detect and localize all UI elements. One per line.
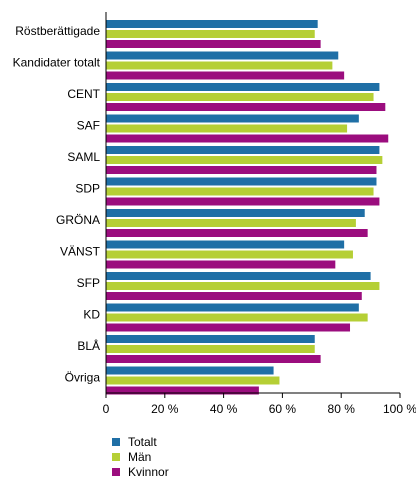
- bar-totalt-7: [106, 240, 345, 249]
- category-label: SAF: [77, 118, 100, 132]
- bar-män-2: [106, 93, 374, 101]
- bar-kvinnor-10: [106, 355, 321, 363]
- bar-kvinnor-0: [106, 40, 321, 48]
- bar-män-10: [106, 345, 315, 353]
- x-tick-label: 100 %: [383, 402, 416, 416]
- x-tick-label: 80 %: [328, 402, 356, 416]
- category-label: SAML: [67, 150, 100, 164]
- x-axis-ticks: 0 20 % 40 % 60 % 80 % 100 %: [103, 393, 416, 416]
- x-tick-label: 0: [103, 402, 110, 416]
- bar-kvinnor-2: [106, 103, 386, 111]
- category-label: Övriga: [65, 370, 101, 384]
- bar-män-1: [106, 61, 333, 70]
- category-labels: Röstberättigade Kandidater totalt CENT SAF S…: [13, 24, 101, 385]
- category-label: CENT: [67, 87, 100, 101]
- bar-totalt-9: [106, 303, 359, 312]
- bar-totalt-4: [106, 146, 380, 154]
- category-label: VÄNST: [60, 244, 101, 258]
- bar-män-3: [106, 124, 348, 133]
- bar-kvinnor-7: [106, 260, 336, 269]
- bar-totalt-0: [106, 20, 318, 28]
- bar-kvinnor-9: [106, 323, 351, 332]
- bar-kvinnor-1: [106, 71, 345, 80]
- bar-män-9: [106, 313, 368, 322]
- category-label: Röstberättigade: [15, 24, 100, 38]
- category-label: BLÅ: [77, 338, 100, 353]
- bar-totalt-11: [106, 366, 274, 375]
- bar-totalt-5: [106, 177, 377, 186]
- bar-totalt-10: [106, 335, 315, 343]
- bar-kvinnor-8: [106, 292, 362, 300]
- bar-kvinnor-4: [106, 166, 377, 174]
- category-label: KD: [83, 307, 100, 321]
- bar-totalt-8: [106, 272, 371, 280]
- legend-swatch-män: [112, 453, 120, 461]
- bar-totalt-2: [106, 83, 380, 91]
- bar-män-7: [106, 250, 353, 259]
- legend-label-totalt: Totalt: [128, 435, 157, 449]
- legend-label-kvinnor: Kvinnor: [128, 465, 169, 479]
- bar-män-11: [106, 376, 280, 385]
- bar-totalt-1: [106, 51, 339, 60]
- x-tick-label: 40 %: [210, 402, 238, 416]
- bar-män-6: [106, 219, 356, 227]
- legend-swatch-kvinnor: [112, 468, 120, 476]
- x-tick-label: 60 %: [269, 402, 297, 416]
- bar-kvinnor-3: [106, 134, 389, 143]
- bar-totalt-3: [106, 114, 359, 123]
- legend-label-män: Män: [128, 450, 151, 464]
- bar-totalt-6: [106, 209, 365, 217]
- bar-kvinnor-5: [106, 197, 380, 206]
- bar-män-0: [106, 30, 315, 38]
- bar-män-4: [106, 156, 383, 164]
- bar-män-5: [106, 187, 374, 196]
- category-label: GRÖNA: [56, 213, 100, 227]
- category-label: Kandidater totalt: [13, 55, 101, 69]
- category-label: SFP: [77, 276, 100, 290]
- bar-kvinnor-11: [106, 386, 259, 395]
- category-label: SDP: [75, 181, 100, 195]
- legend-swatch-totalt: [112, 438, 120, 446]
- x-tick-label: 20 %: [151, 402, 179, 416]
- bar-kvinnor-6: [106, 229, 368, 237]
- bars-group: [106, 20, 389, 395]
- bar-män-8: [106, 282, 380, 290]
